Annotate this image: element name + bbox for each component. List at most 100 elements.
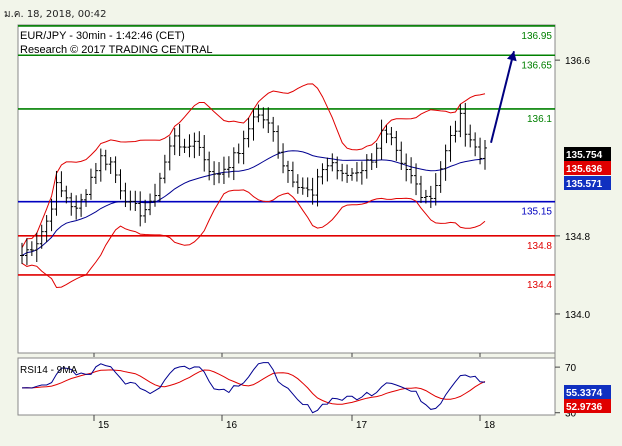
ohlc-bar (305, 177, 310, 198)
ohlc-bar (374, 143, 379, 168)
ohlc-bar (256, 104, 261, 123)
ohlc-bar (266, 107, 271, 134)
ohlc-bar (458, 103, 463, 138)
ohlc-bar (350, 168, 355, 181)
chart-title: EUR/JPY - 30min - 1:42:46 (CET) (20, 30, 185, 42)
ohlc-bar (340, 163, 345, 182)
price-level-label: 134.4 (527, 280, 552, 291)
moving-average-line (21, 150, 486, 256)
x-tick-label: 16 (226, 420, 238, 431)
ohlc-bar (251, 108, 256, 141)
ohlc-bar (389, 126, 394, 146)
ohlc-bar (404, 153, 409, 182)
rsi-value-badge: 55.3374 (564, 385, 611, 399)
ohlc-bar (473, 132, 478, 157)
bollinger-lower-line (21, 189, 486, 289)
ohlc-bar (138, 191, 143, 227)
ohlc-bar (187, 134, 192, 158)
ohlc-bar (369, 153, 374, 171)
last-value-badge-bg (564, 147, 611, 161)
y-tick-label: 134.0 (565, 310, 590, 321)
rsi-title: RSI14 - 9MA (20, 365, 78, 376)
ohlc-bar (98, 148, 103, 182)
y-tick-label: 136.6 (565, 56, 590, 67)
rsi-tick-label: 70 (565, 363, 577, 374)
ohlc-bar (315, 168, 320, 207)
ohlc-bar (463, 102, 468, 147)
ohlc-bar (24, 238, 29, 265)
ohlc-bar (192, 132, 197, 159)
x-tick-label: 17 (356, 420, 368, 431)
ohlc-bar (483, 140, 487, 170)
ohlc-bar (34, 232, 39, 263)
ohlc-bar (428, 185, 433, 208)
ohlc-bar (118, 169, 123, 200)
last-value-badge: 135.571 (564, 176, 611, 190)
ohlc-bar (345, 164, 350, 183)
last-value-badge-text: 135.571 (566, 179, 603, 190)
ohlc-bar (221, 156, 226, 184)
ohlc-bar (271, 116, 276, 142)
ohlc-bar (93, 162, 98, 184)
ohlc-bar (276, 125, 281, 159)
ohlc-bar (354, 162, 359, 182)
ohlc-bar (394, 130, 399, 161)
ohlc-bar (157, 172, 162, 202)
ohlc-bar (399, 141, 404, 170)
ohlc-bar (133, 190, 138, 212)
y-tick-label: 134.8 (565, 232, 590, 243)
ohlc-bar (433, 173, 438, 206)
x-tick-label: 15 (98, 420, 110, 431)
ohlc-bar (300, 177, 305, 195)
ohlc-bar (325, 157, 330, 182)
ohlc-bar (69, 192, 74, 216)
ohlc-bar (241, 130, 246, 165)
ohlc-bar (162, 154, 167, 184)
ohlc-bar (231, 147, 236, 181)
price-level-label: 134.8 (527, 241, 552, 252)
chart-subtitle: Research © 2017 TRADING CENTRAL (20, 44, 213, 56)
ohlc-bar (423, 189, 428, 204)
ohlc-bar (226, 156, 231, 178)
rsi-value-badge-bg (564, 385, 611, 399)
rsi-value-badge-text: 52.9736 (566, 402, 603, 413)
ohlc-bar (44, 215, 49, 243)
ohlc-bar (438, 161, 443, 193)
ohlc-bar (64, 185, 69, 204)
price-level-label: 135.15 (521, 207, 552, 218)
ohlc-bar (49, 198, 54, 232)
ohlc-bar (409, 157, 414, 184)
ohlc-bar (20, 242, 24, 264)
last-value-badge: 135.636 (564, 161, 611, 175)
ohlc-bar (103, 149, 108, 171)
ohlc-bar (84, 189, 89, 207)
ohlc-bar (443, 144, 448, 181)
rsi-line (21, 362, 486, 414)
last-value-badge-text: 135.754 (566, 150, 603, 161)
rsi-ma-line (21, 369, 486, 405)
ohlc-bar (113, 156, 118, 184)
rsi-value-badge: 52.9736 (564, 399, 611, 413)
ohlc-bar (128, 190, 133, 211)
main-plot-area (17, 24, 556, 354)
ohlc-bar (148, 193, 153, 216)
ohlc-bar (152, 183, 157, 207)
ohlc-bar (320, 163, 325, 185)
ohlc-bar (468, 124, 473, 148)
ohlc-bar (330, 153, 335, 172)
ohlc-bar (217, 162, 222, 184)
ohlc-bar (246, 117, 251, 148)
x-tick-label: 18 (484, 420, 496, 431)
rsi-value-badge-text: 55.3374 (566, 388, 603, 399)
rsi-plot-area (17, 357, 556, 416)
ohlc-bar (108, 157, 113, 174)
last-value-badge-text: 135.636 (566, 164, 603, 175)
ohlc-bar (39, 224, 44, 249)
ohlc-bar (478, 137, 483, 165)
ohlc-bar (54, 170, 59, 216)
ohlc-bar (177, 123, 182, 156)
forecast-arrow-head (506, 51, 517, 62)
rsi-tick-label: 30 (565, 409, 577, 420)
ohlc-bar (88, 168, 93, 200)
